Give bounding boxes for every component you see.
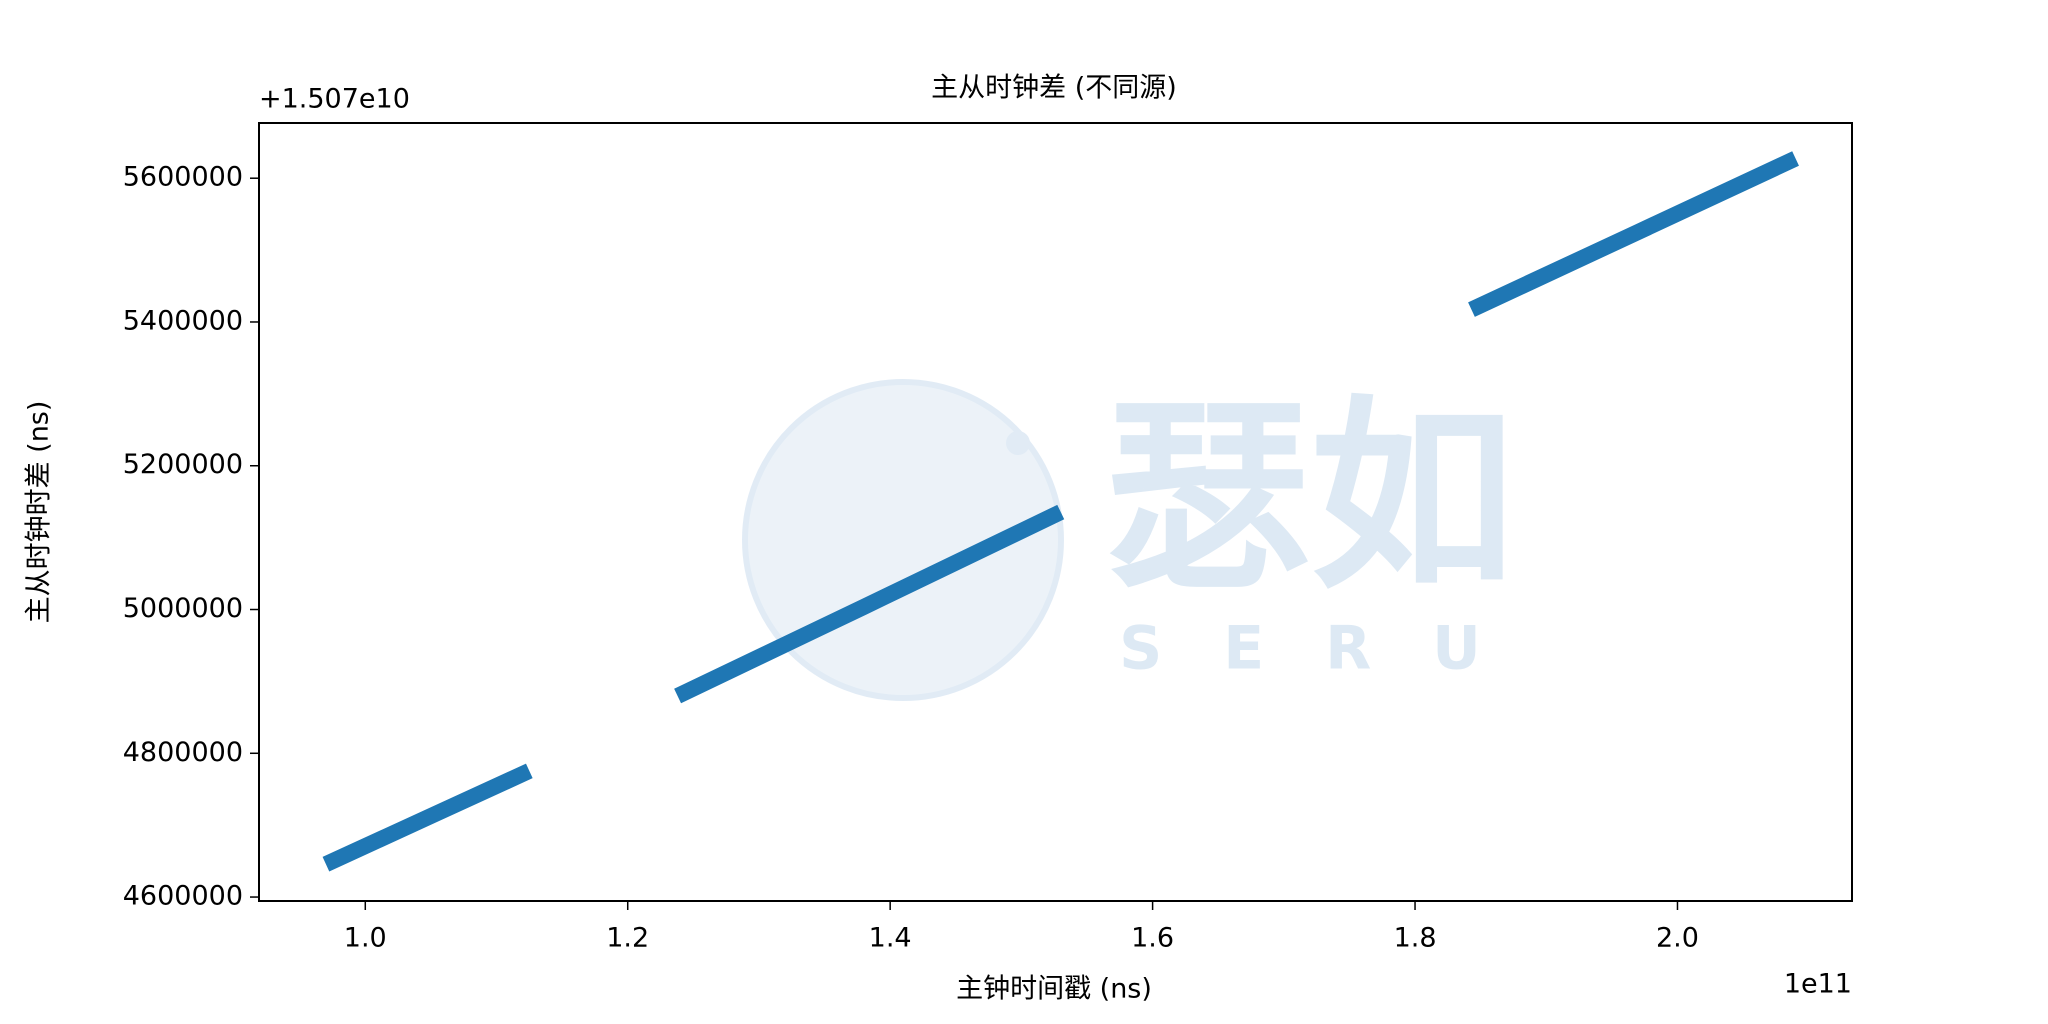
watermark: 瑟如 S E R U [742, 379, 1515, 701]
x-tick-label: 1.2 [606, 923, 649, 954]
plot-frame [258, 122, 1853, 902]
watermark-name: 瑟如 [1105, 379, 1515, 617]
y-tick-label: 4800000 [123, 737, 243, 768]
x-tick-label: 2.0 [1656, 923, 1699, 954]
watermark-dot [1006, 431, 1030, 455]
data-line [322, 151, 1799, 872]
y-tick-label: 5000000 [123, 593, 243, 624]
y-tick-label: 5200000 [123, 449, 243, 480]
y-axis-label: 主从时钟时差 (ns) [24, 401, 55, 624]
x-offset-label: 1e11 [1784, 969, 1852, 1000]
x-tick-label: 1.0 [344, 923, 387, 954]
y-offset-label: +1.507e10 [259, 84, 410, 115]
y-tick-label: 5400000 [123, 305, 243, 336]
x-tick-label: 1.4 [869, 923, 912, 954]
y-tick-label: 5600000 [123, 162, 243, 193]
x-tick-label: 1.8 [1394, 923, 1437, 954]
x-axis-label: 主钟时间戳 (ns) [956, 974, 1152, 1005]
y-tick-label: 4600000 [123, 881, 243, 912]
watermark-letters: S E R U [1119, 614, 1501, 684]
chart-title: 主从时钟差 (不同源) [931, 73, 1177, 104]
x-tick-label: 1.6 [1131, 923, 1174, 954]
